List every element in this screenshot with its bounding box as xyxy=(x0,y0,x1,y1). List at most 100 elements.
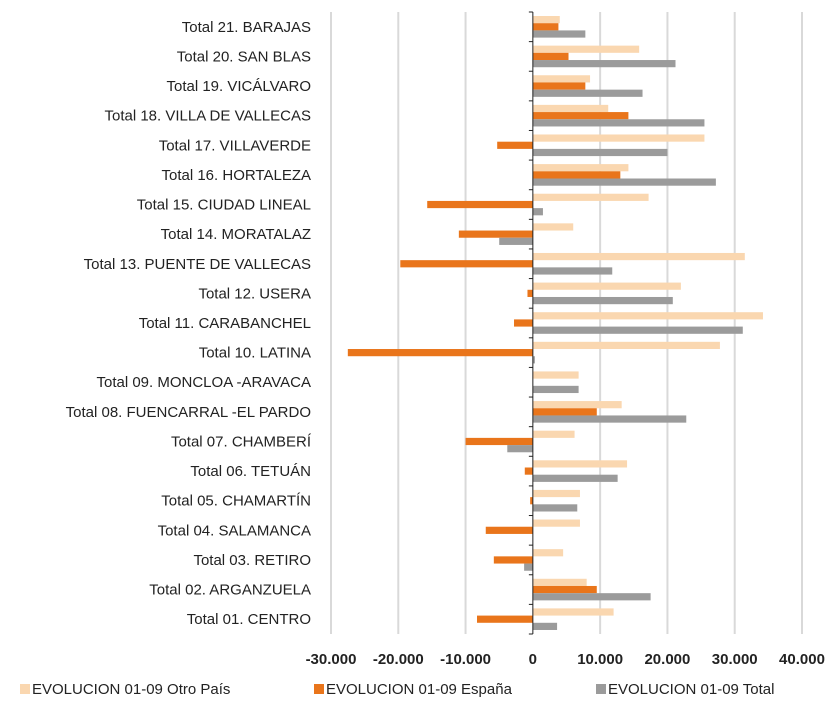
category-label: Total 01. CENTRO xyxy=(187,611,311,628)
bar-3-9 xyxy=(532,385,579,394)
bars xyxy=(347,16,763,630)
legend-swatch xyxy=(596,684,606,694)
bar-3-20 xyxy=(532,60,676,68)
bar-1-11 xyxy=(532,312,763,320)
bar-2-12 xyxy=(527,289,533,297)
category-label: Total 07. CHAMBERÍ xyxy=(171,433,312,450)
category-label: Total 16. HORTALEZA xyxy=(161,167,311,184)
bar-2-4 xyxy=(485,526,533,534)
bar-3-11 xyxy=(532,326,743,334)
bar-2-10 xyxy=(347,349,533,357)
bar-2-21 xyxy=(532,23,559,31)
category-label: Total 10. LATINA xyxy=(199,345,311,362)
bar-2-1 xyxy=(477,615,533,623)
bar-2-2 xyxy=(532,585,597,594)
bar-2-14 xyxy=(458,230,533,238)
x-tick-label: 20.000 xyxy=(644,651,690,668)
bar-3-13 xyxy=(532,267,613,275)
category-label: Total 03. RETIRO xyxy=(193,552,311,569)
bar-2-18 xyxy=(532,112,629,120)
bar-3-8 xyxy=(532,415,687,423)
legend: EVOLUCION 01-09 Otro País EVOLUCION 01-09… xyxy=(20,681,774,698)
x-tick-label: 0 xyxy=(529,651,537,668)
category-label: Total 15. CIUDAD LINEAL xyxy=(137,197,311,214)
bar-1-1 xyxy=(532,608,614,616)
category-label: Total 04. SALAMANCA xyxy=(158,522,311,539)
bar-1-21 xyxy=(532,16,560,24)
bar-3-18 xyxy=(532,119,705,127)
bar-2-8 xyxy=(532,408,597,416)
bar-2-15 xyxy=(427,200,533,209)
legend-swatch xyxy=(20,684,30,694)
bar-3-21 xyxy=(532,30,586,38)
bar-1-9 xyxy=(532,371,579,379)
bar-2-7 xyxy=(465,437,533,446)
bar-3-6 xyxy=(532,474,618,482)
x-tick-label: 10.000 xyxy=(577,651,623,668)
category-label: Total 17. VILLAVERDE xyxy=(159,137,311,154)
bar-2-3 xyxy=(493,556,533,564)
bar-1-14 xyxy=(532,223,574,231)
bar-1-6 xyxy=(532,460,628,468)
bar-1-15 xyxy=(532,193,649,201)
bar-2-11 xyxy=(514,319,533,327)
bar-3-16 xyxy=(532,178,716,186)
bar-3-1 xyxy=(532,622,558,630)
bar-1-18 xyxy=(532,104,609,113)
bar-1-13 xyxy=(532,252,745,261)
bar-2-20 xyxy=(532,52,569,61)
category-label: Total 02. ARGANZUELA xyxy=(149,582,311,599)
bar-3-10 xyxy=(532,356,535,364)
bar-3-2 xyxy=(532,593,651,601)
bar-3-12 xyxy=(532,296,673,305)
bar-2-6 xyxy=(524,467,533,475)
bar-3-17 xyxy=(532,148,668,157)
category-label: Total 08. FUENCARRAL -EL PARDO xyxy=(66,404,311,421)
bar-1-20 xyxy=(532,45,640,53)
bar-2-13 xyxy=(400,260,533,268)
bar-3-14 xyxy=(499,237,533,245)
bar-1-4 xyxy=(532,519,580,527)
legend-swatch xyxy=(314,684,324,694)
category-label: Total 19. VICÁLVARO xyxy=(166,78,311,95)
bar-1-19 xyxy=(532,75,591,83)
category-label: Total 20. SAN BLAS xyxy=(177,48,311,65)
bar-1-7 xyxy=(532,430,575,438)
category-label: Total 18. VILLA DE VALLECAS xyxy=(104,108,311,125)
bar-1-3 xyxy=(532,549,564,557)
x-tick-label: 30.000 xyxy=(712,651,758,668)
legend-label: EVOLUCION 01-09 España xyxy=(326,681,513,698)
bar-3-5 xyxy=(532,504,578,512)
category-label: Total 05. CHAMARTÍN xyxy=(161,493,311,510)
category-label: Total 12. USERA xyxy=(198,285,311,302)
x-tick-label: -30.000 xyxy=(306,651,357,668)
bar-1-16 xyxy=(532,164,629,172)
bar-2-16 xyxy=(532,171,621,179)
bar-1-8 xyxy=(532,401,622,409)
bar-3-15 xyxy=(532,208,543,216)
category-label: Total 21. BARAJAS xyxy=(182,19,311,36)
legend-label: EVOLUCION 01-09 Otro País xyxy=(32,681,230,698)
zero-axis xyxy=(528,11,534,635)
category-labels: Total 01. CENTRO Total 02. ARGANZUELA Tota… xyxy=(66,19,312,628)
bar-1-12 xyxy=(532,282,681,290)
x-tick-label: -10.000 xyxy=(440,651,491,668)
bar-3-19 xyxy=(532,89,643,97)
legend-label: EVOLUCION 01-09 Total xyxy=(608,681,774,698)
bar-2-19 xyxy=(532,82,586,90)
category-label: Total 11. CARABANCHEL xyxy=(139,315,311,332)
bar-1-10 xyxy=(532,341,720,350)
x-tick-labels: -30.000 -20.000 -10.000 0 10.000 20.000 30.000… xyxy=(306,651,825,668)
bar-2-5 xyxy=(530,497,533,505)
bar-3-3 xyxy=(524,563,533,571)
x-tick-label: -20.000 xyxy=(373,651,424,668)
category-label: Total 14. MORATALAZ xyxy=(161,226,311,243)
category-label: Total 09. MONCLOA -ARAVACA xyxy=(96,374,311,391)
x-tick-label: 40.000 xyxy=(779,651,825,668)
bar-2-17 xyxy=(497,141,533,149)
bar-1-5 xyxy=(532,489,580,498)
bar-1-2 xyxy=(532,578,587,586)
bar-3-7 xyxy=(507,445,533,453)
